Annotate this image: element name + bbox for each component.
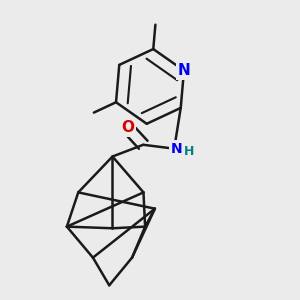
Text: N: N	[178, 63, 190, 78]
Text: H: H	[184, 145, 194, 158]
Text: N: N	[171, 142, 183, 156]
Text: O: O	[121, 120, 134, 135]
